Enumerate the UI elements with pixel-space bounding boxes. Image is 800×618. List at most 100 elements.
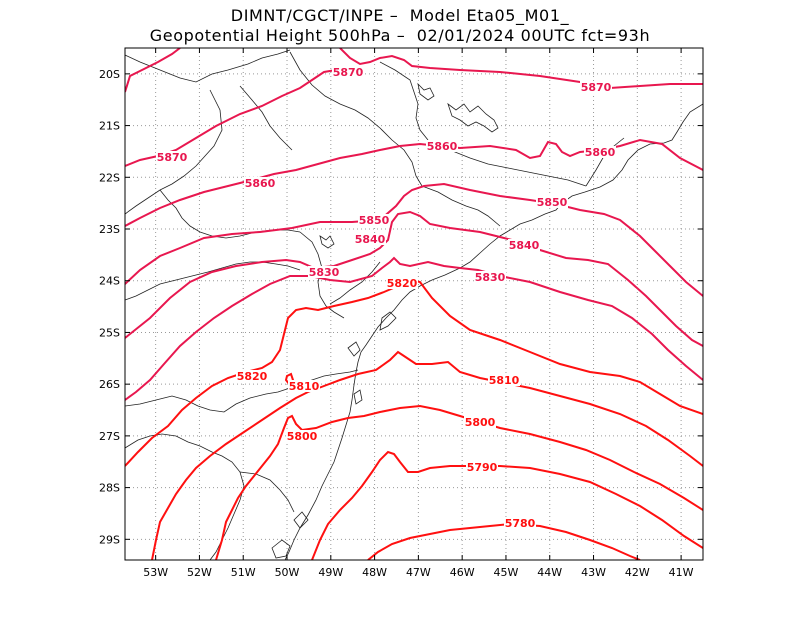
contour-label-bg [466,461,498,473]
contour-label: 5790 [467,461,498,474]
contour-label: 5850 [359,214,390,227]
contour-label: 5860 [585,146,616,159]
bay [353,389,363,405]
contour-5790 [311,450,703,560]
contour-label: 5840 [509,239,540,252]
contour-label-bg [584,146,616,158]
contour-label-bg [236,370,268,382]
lat-tick-label: 28S [99,482,120,495]
reservoir [319,235,335,249]
state-border [159,189,301,239]
contour-5840 [125,210,703,347]
title-line-1: DIMNT/CGCT/INPE – Model Eta05_M01_ [230,6,570,25]
state-border [329,261,381,305]
contour-label: 5810 [289,380,320,393]
contour-labels: 5870 5870 5870 5860 5860 5860 5850 5850 5840 5840… [156,66,616,530]
contour-label: 5800 [287,430,318,443]
title-line-2: Geopotential Height 500hPa – 02/01/2024 … [149,26,651,45]
contour-label: 5830 [475,271,506,284]
lon-tick-label: 41W [669,566,694,579]
lon-tick-label: 42W [625,566,650,579]
axis-ticks [125,48,703,560]
lon-tick-label: 49W [318,566,343,579]
lagoon [271,539,291,559]
contour-label: 5800 [465,416,496,429]
lon-tick-labels: 53W 52W 51W 50W 49W 48W 47W 46W 45W 44W 43W 42W 41W [143,566,693,579]
contour-label: 5830 [309,266,340,279]
contour-label-bg [580,81,612,93]
lat-tick-labels: 20S 21S 22S 23S 24S 25S 26S 27S 28S 29S [99,68,120,546]
contour-5870 [339,48,703,90]
lat-tick-label: 24S [99,275,120,288]
contour-label: 5870 [333,66,364,79]
contour-label-bg [464,416,496,428]
lat-tick-label: 22S [99,171,120,184]
contour-label-bg [156,151,188,163]
contour-label-bg [504,517,536,529]
lon-tick-label: 48W [362,566,387,579]
contour-5830 [125,256,703,401]
lat-tick-label: 21S [99,120,120,133]
contour-5820 [125,278,703,467]
contour-label: 5820 [237,370,268,383]
contour-label: 5860 [245,177,276,190]
contour-label: 5850 [537,196,568,209]
lon-tick-label: 46W [450,566,475,579]
lon-tick-label: 53W [143,566,168,579]
lat-tick-label: 29S [99,533,120,546]
state-border [299,231,345,319]
contour-5780 [367,522,641,560]
state-border [289,51,423,187]
contour-label: 5870 [581,81,612,94]
lon-tick-label: 43W [581,566,606,579]
contour-label: 5810 [489,374,520,387]
contour-label-bg [426,140,458,152]
lat-tick-label: 23S [99,223,120,236]
contour-label-bg [286,430,318,442]
contour-label: 5780 [505,517,536,530]
contour-label-bg [386,277,418,289]
lon-tick-label: 52W [187,566,212,579]
lat-tick-label: 26S [99,378,120,391]
state-border [421,185,501,227]
contour-label: 5860 [427,140,458,153]
contour-label-bg [474,271,506,283]
contour-label-bg [288,380,320,392]
lat-tick-label: 20S [99,68,120,81]
state-border [239,85,293,151]
bay [379,311,397,331]
lat-tick-label: 25S [99,326,120,339]
state-border [125,369,359,413]
contours [125,48,703,560]
lon-tick-label: 45W [494,566,519,579]
contour-label: 5870 [157,151,188,164]
state-border [429,141,587,187]
state-border [239,471,295,513]
contour-label-bg [332,66,364,78]
state-border [379,61,429,141]
contour-label-bg [488,374,520,386]
contour-label: 5820 [387,277,418,290]
contour-5810 [151,350,703,560]
state-border [125,49,291,83]
contour-label-bg [244,177,276,189]
reservoir [417,82,435,101]
grid-lines [125,48,703,560]
state-border [125,433,245,560]
borders [125,49,703,560]
plot-frame [124,47,704,561]
contour-5870 [125,48,181,93]
contour-5800 [215,404,703,560]
lat-tick-label: 27S [99,430,120,443]
reservoir [447,102,499,133]
contour-label-bg [308,266,340,278]
state-border [125,261,301,301]
coastline [284,103,703,560]
contour-label: 5840 [355,233,386,246]
contour-label-bg [358,214,390,226]
lon-tick-label: 47W [406,566,431,579]
bay [347,341,361,357]
lon-tick-label: 50W [275,566,300,579]
lon-tick-label: 44W [537,566,562,579]
